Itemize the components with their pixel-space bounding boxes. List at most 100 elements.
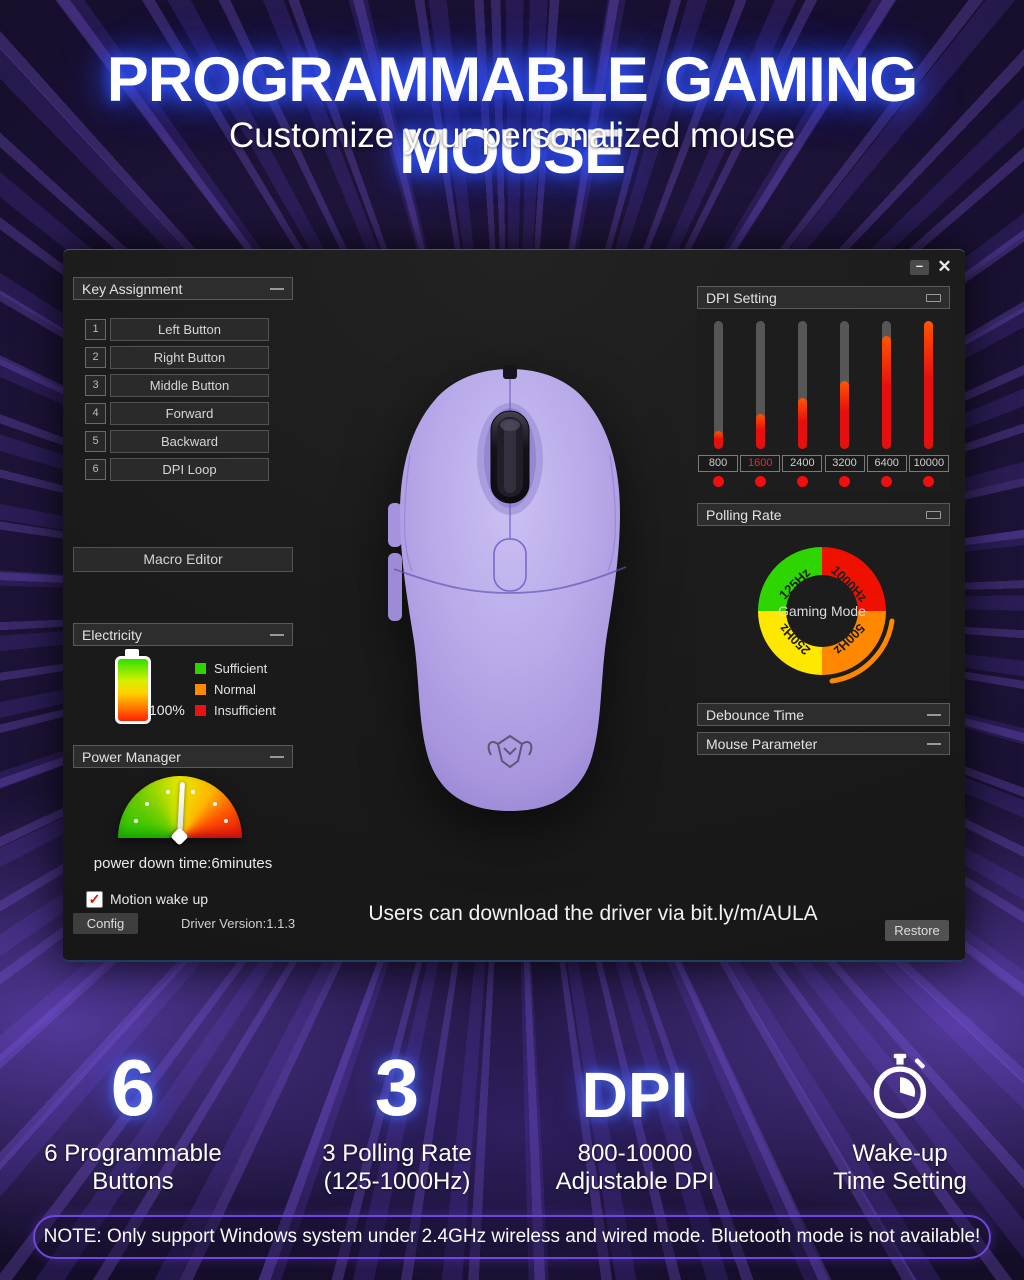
legend-label: Normal: [214, 682, 256, 697]
dpi-value-box: 6400: [866, 455, 907, 472]
dpi-color-dot[interactable]: [796, 476, 808, 487]
dpi-slider-fill: [797, 397, 807, 449]
side-button-icon[interactable]: [388, 503, 402, 547]
polling-rate-wheel[interactable]: 125Hz 1000Hz 250Hz 500Hz Gaming Mode: [742, 531, 902, 691]
dpi-value-box: 10000: [908, 455, 949, 472]
key-assignment-panel-header[interactable]: Key Assignment: [73, 277, 293, 300]
side-button-icon[interactable]: [388, 553, 402, 621]
dpi-slider[interactable]: 800: [698, 321, 739, 487]
gauge-tick: [145, 802, 149, 806]
dpi-value-box: 800: [698, 455, 739, 472]
segment-500hz[interactable]: [822, 611, 886, 675]
polling-rate-title: Polling Rate: [706, 506, 782, 523]
key-number: 1: [85, 319, 106, 340]
power-down-time-text: power down time:6minutes: [93, 855, 273, 872]
polling-rate-panel-header[interactable]: Polling Rate: [697, 503, 950, 526]
feature-big-number: 3: [374, 1043, 420, 1132]
key-assignment-button[interactable]: Backward: [110, 430, 269, 453]
dpi-slider-fill: [924, 321, 934, 449]
selected-segment-arc: [829, 618, 895, 684]
collapse-icon[interactable]: [926, 510, 941, 519]
collapse-icon[interactable]: [927, 713, 941, 716]
collapse-icon[interactable]: [270, 287, 284, 290]
dpi-slider-track[interactable]: [755, 321, 765, 449]
dpi-slider[interactable]: 3200: [824, 321, 865, 487]
close-button[interactable]: ✕: [937, 257, 952, 276]
gauge-tick: [134, 819, 138, 823]
segment-250hz[interactable]: [758, 611, 822, 675]
key-assignment-button[interactable]: Left Button: [110, 318, 269, 341]
collapse-icon[interactable]: [270, 755, 284, 758]
feature-label: Time Setting: [833, 1167, 967, 1195]
note-banner: NOTE: Only support Windows system under …: [33, 1215, 991, 1259]
sufficient-color-swatch: [195, 663, 206, 674]
dpi-slider[interactable]: 2400: [782, 321, 823, 487]
dpi-value-box: 3200: [824, 455, 865, 472]
feature-big-number: 6: [110, 1043, 156, 1132]
dpi-color-dot[interactable]: [754, 476, 766, 487]
key-assignment-button[interactable]: Right Button: [110, 346, 269, 369]
stopwatch-icon: [873, 1053, 927, 1119]
dpi-value-box: 2400: [782, 455, 823, 472]
collapse-icon[interactable]: [270, 633, 284, 636]
power-manager-panel-header[interactable]: Power Manager: [73, 745, 293, 768]
dpi-slider-track[interactable]: [797, 321, 807, 449]
gauge-tick: [213, 802, 217, 806]
driver-version-text: Driver Version:1.1.3: [181, 916, 296, 931]
mouse-parameter-panel-header[interactable]: Mouse Parameter: [697, 732, 950, 755]
key-assignment-button[interactable]: Middle Button: [110, 374, 269, 397]
battery-level-icon: [115, 656, 151, 724]
config-button[interactable]: Config: [73, 913, 138, 934]
minimize-button[interactable]: –: [910, 259, 929, 275]
dpi-button-icon[interactable]: [493, 538, 527, 592]
dpi-color-dot[interactable]: [712, 476, 724, 487]
feature-label: Buttons: [92, 1167, 174, 1195]
macro-editor-button[interactable]: Macro Editor: [73, 547, 293, 572]
download-driver-text: Users can download the driver via bit.ly…: [368, 902, 818, 925]
dpi-slider-track[interactable]: [924, 321, 934, 449]
debounce-time-title: Debounce Time: [706, 706, 805, 723]
feature-dpi: DPI 800-10000 Adjustable DPI: [520, 1040, 750, 1195]
normal-color-swatch: [195, 684, 206, 695]
electricity-panel-header[interactable]: Electricity: [73, 623, 293, 646]
motion-wake-label: Motion wake up: [110, 891, 209, 907]
dpi-slider-track[interactable]: [882, 321, 892, 449]
dpi-slider[interactable]: 10000: [908, 321, 949, 487]
dpi-slider-fill: [713, 431, 723, 449]
segment-1000hz[interactable]: [822, 547, 886, 611]
dpi-slider-track[interactable]: [840, 321, 850, 449]
feature-label: Adjustable DPI: [555, 1167, 715, 1195]
button-gap: [503, 365, 517, 379]
feature-label: 6 Programmable: [44, 1140, 222, 1167]
dpi-color-dot[interactable]: [923, 476, 935, 487]
dpi-sliders-panel: 800 1600 2400 3200 6400: [697, 310, 950, 492]
mouse-body: [400, 369, 620, 811]
power-manager-title: Power Manager: [82, 748, 181, 765]
key-assignment-button[interactable]: DPI Loop: [110, 458, 269, 481]
dpi-slider-fill: [882, 336, 892, 449]
feature-polling: 3 3 Polling Rate (125-1000Hz): [282, 1040, 512, 1195]
dpi-slider[interactable]: 6400: [866, 321, 907, 487]
gauge-tick: [224, 819, 228, 823]
dpi-slider-track[interactable]: [713, 321, 723, 449]
key-number: 3: [85, 375, 106, 396]
feature-label: 3 Polling Rate: [322, 1140, 472, 1167]
key-number: 5: [85, 431, 106, 452]
motion-wake-checkbox[interactable]: ✓: [86, 891, 103, 908]
segment-125hz[interactable]: [758, 547, 822, 611]
dpi-slider[interactable]: 1600: [740, 321, 781, 487]
legend-label: Insufficient: [214, 703, 276, 718]
collapse-icon[interactable]: [926, 293, 941, 302]
dpi-setting-panel-header[interactable]: DPI Setting: [697, 286, 950, 309]
dpi-color-dot[interactable]: [881, 476, 893, 487]
dpi-color-dot[interactable]: [839, 476, 851, 487]
button-seam: [393, 566, 627, 594]
debounce-time-panel-header[interactable]: Debounce Time: [697, 703, 950, 726]
key-assignment-button[interactable]: Forward: [110, 402, 269, 425]
collapse-icon[interactable]: [927, 742, 941, 745]
restore-button[interactable]: Restore: [885, 920, 949, 941]
aula-logo-icon: [487, 734, 533, 769]
feature-buttons: 6 6 Programmable Buttons: [18, 1040, 248, 1195]
battery-icon: [125, 649, 139, 656]
